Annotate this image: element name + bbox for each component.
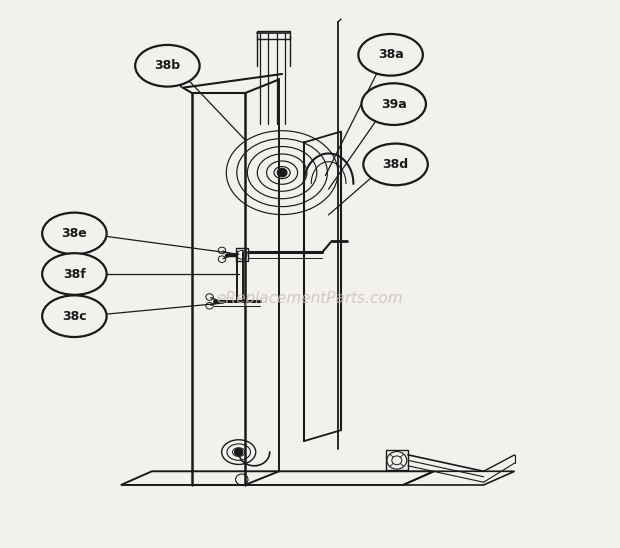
Text: 38f: 38f xyxy=(63,267,86,281)
Ellipse shape xyxy=(358,34,423,76)
Text: 38a: 38a xyxy=(378,48,404,61)
Text: 38c: 38c xyxy=(62,310,87,323)
Circle shape xyxy=(234,448,243,456)
Ellipse shape xyxy=(361,83,426,125)
Bar xyxy=(236,248,248,261)
Text: 38e: 38e xyxy=(61,227,87,240)
Bar xyxy=(257,31,290,39)
Ellipse shape xyxy=(42,295,107,337)
Text: eReplacementParts.com: eReplacementParts.com xyxy=(216,291,404,306)
Text: 39a: 39a xyxy=(381,98,407,111)
Ellipse shape xyxy=(42,253,107,295)
Text: 38b: 38b xyxy=(154,59,180,72)
Ellipse shape xyxy=(135,45,200,87)
Ellipse shape xyxy=(42,213,107,254)
Bar xyxy=(386,450,408,470)
Text: 38d: 38d xyxy=(383,158,409,171)
Circle shape xyxy=(277,168,287,177)
Ellipse shape xyxy=(363,144,428,185)
